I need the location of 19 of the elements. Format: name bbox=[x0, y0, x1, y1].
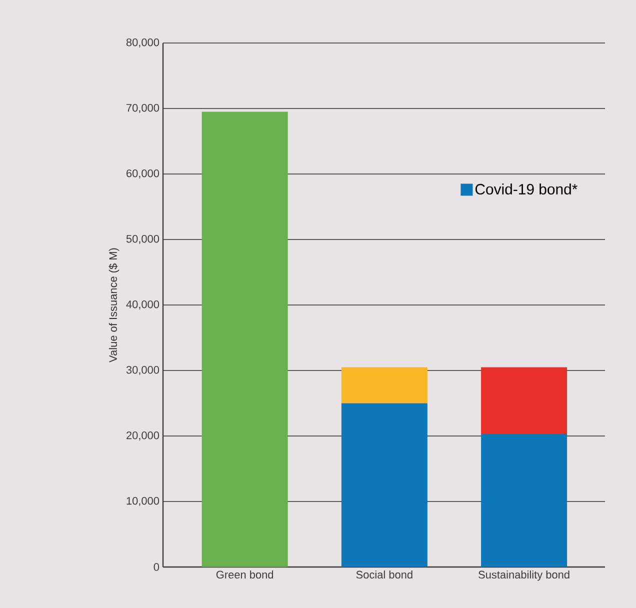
y-tick-label: 0 bbox=[154, 563, 160, 571]
y-tick-label: 60,000 bbox=[126, 169, 160, 179]
y-axis-title: Value of Issuance ($ M) bbox=[108, 248, 120, 362]
x-tick-label: Green bond bbox=[216, 570, 274, 579]
y-tick-label: 50,000 bbox=[126, 234, 160, 244]
y-tick-label: 30,000 bbox=[126, 366, 160, 376]
y-tick-label: 10,000 bbox=[126, 496, 160, 506]
x-tick-label: Social bond bbox=[356, 570, 412, 579]
x-tick-label: Sustainability bond bbox=[478, 570, 570, 581]
y-tick-label: 80,000 bbox=[126, 38, 160, 48]
bar bbox=[481, 367, 568, 434]
bar bbox=[481, 434, 568, 567]
bar bbox=[341, 367, 428, 404]
legend-label: Covid-19 bond* bbox=[475, 184, 578, 195]
y-tick-label: 40,000 bbox=[126, 300, 160, 310]
bar bbox=[202, 112, 288, 567]
bar bbox=[341, 403, 428, 567]
y-tick-label: 20,000 bbox=[126, 431, 160, 441]
y-tick-label: 70,000 bbox=[126, 104, 160, 114]
